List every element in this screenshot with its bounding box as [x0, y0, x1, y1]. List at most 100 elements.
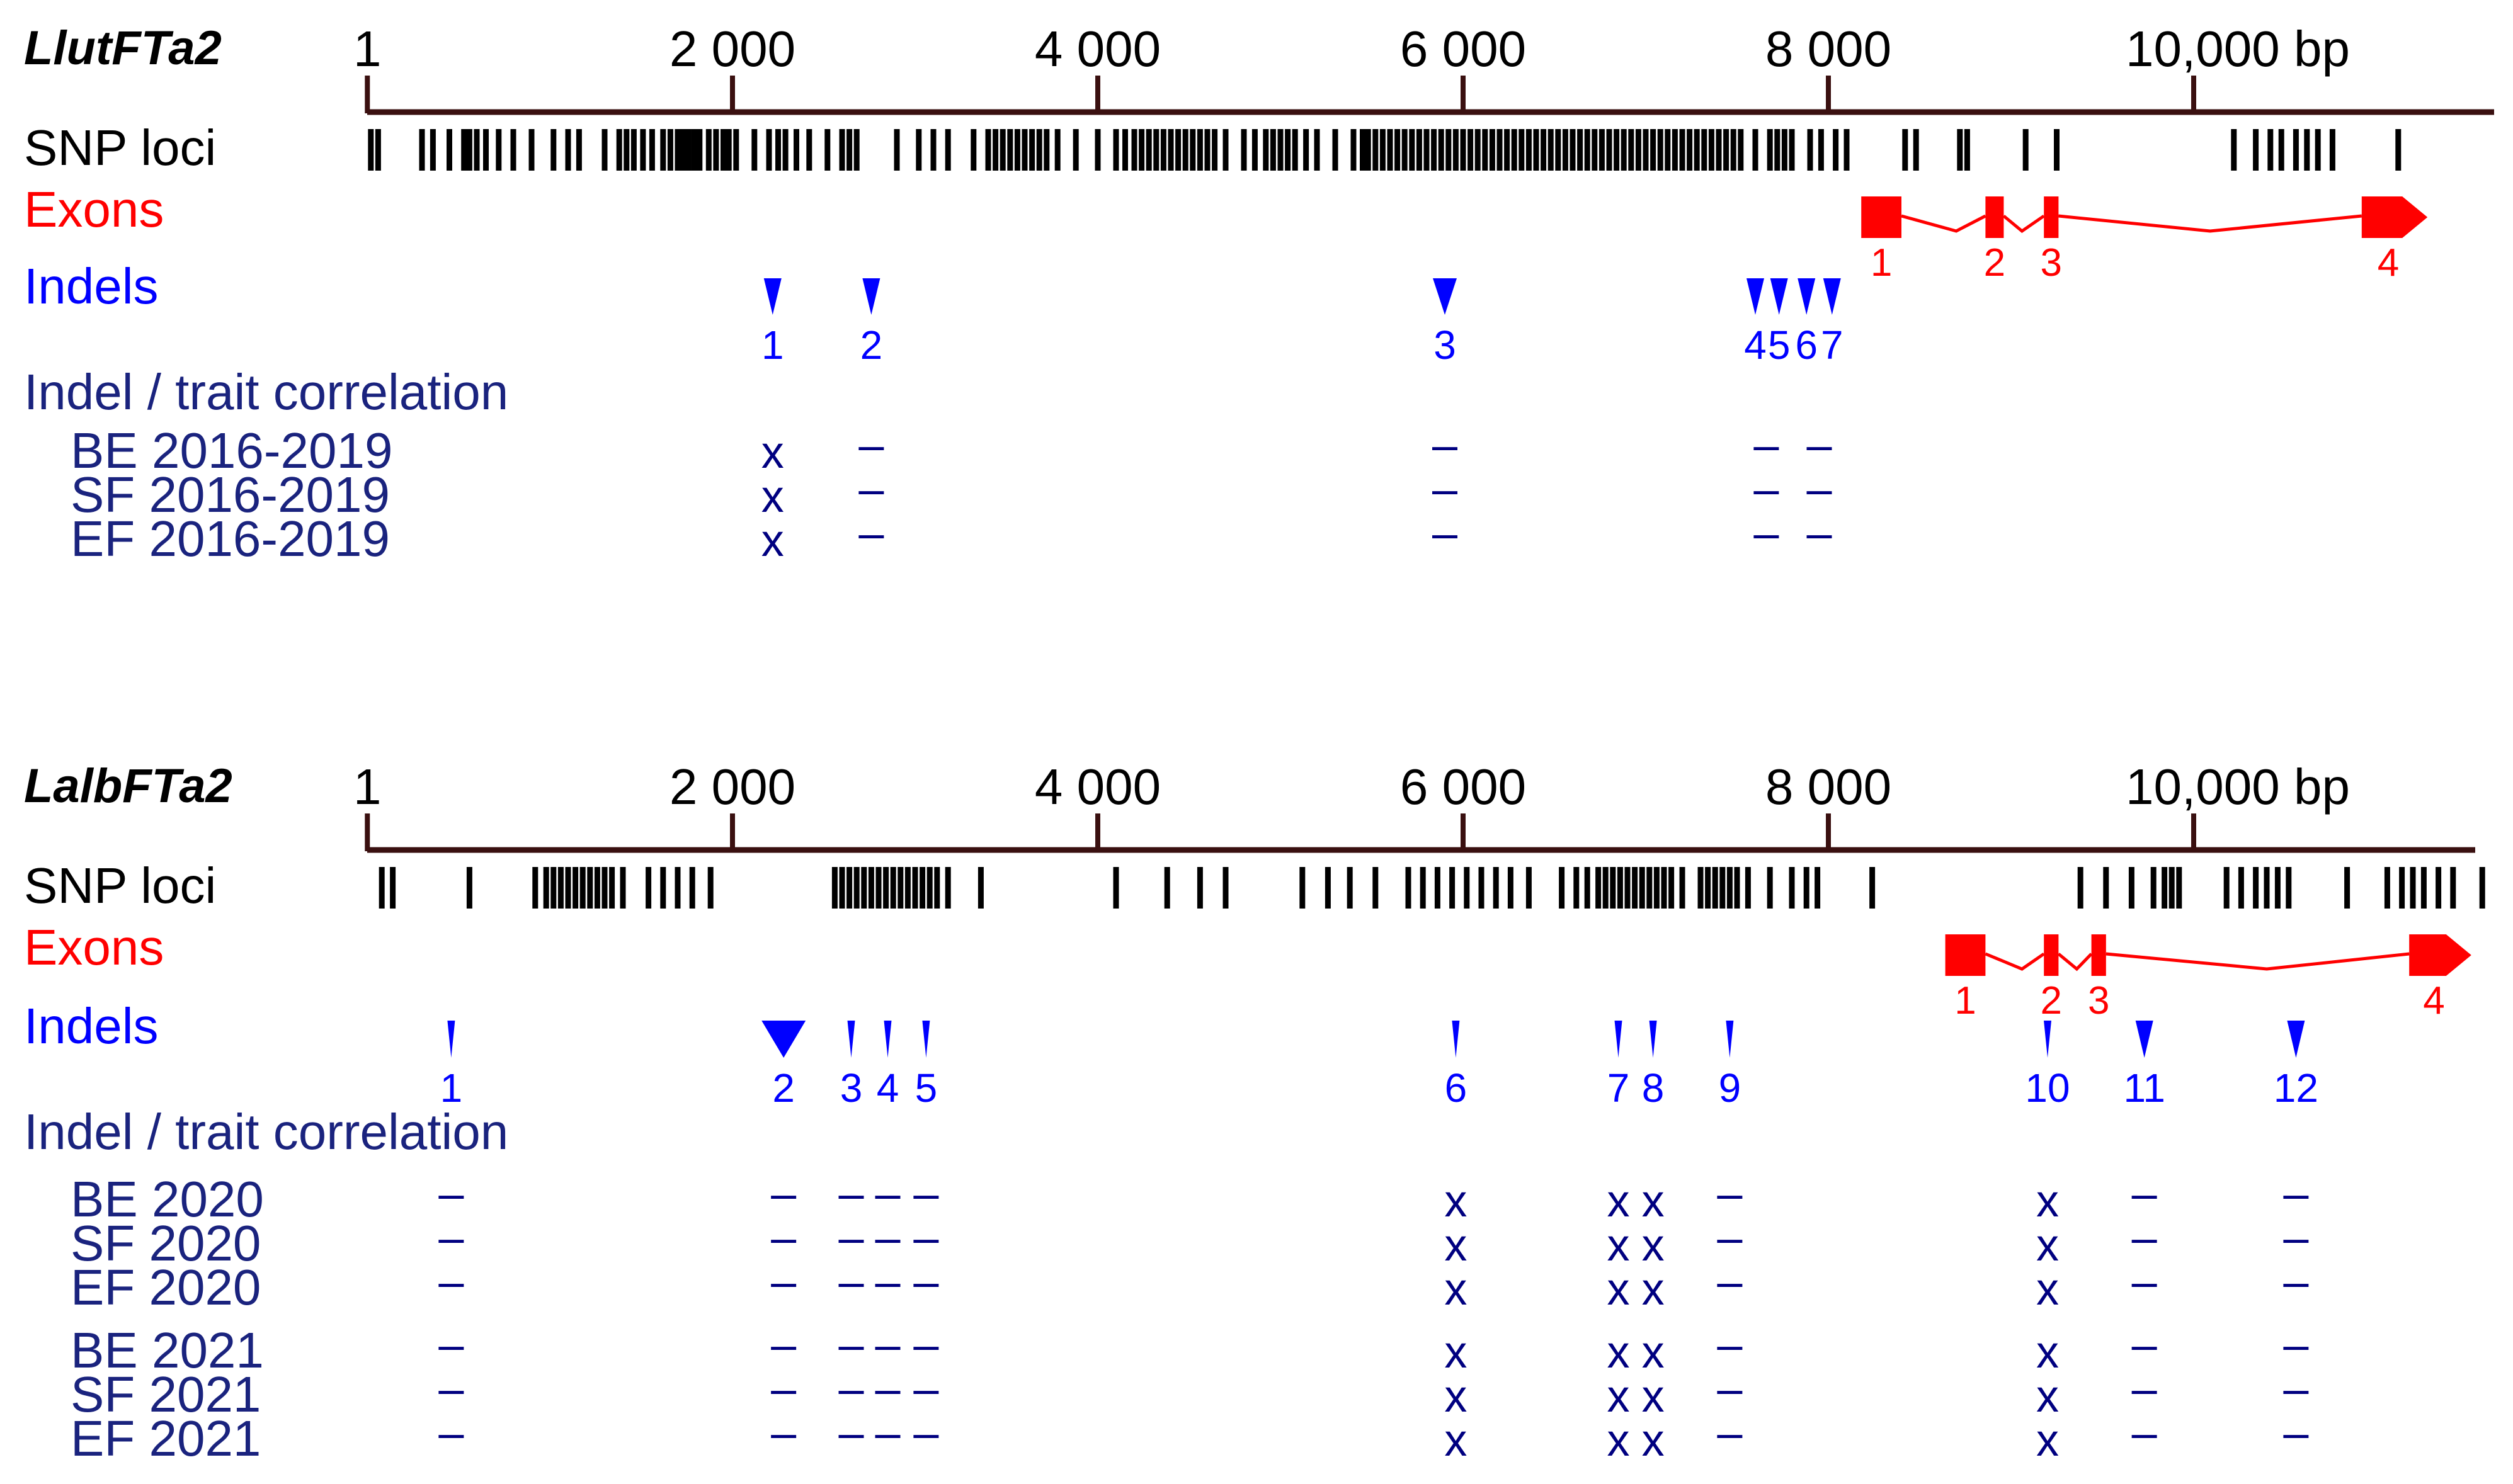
snp-locus-mark — [846, 129, 853, 171]
gene-name: LalbFTa2 — [24, 759, 232, 813]
snp-locus-mark — [1525, 867, 1532, 909]
snp-locus-mark — [846, 867, 853, 909]
panel-lalbfta2: LalbFTa2 1 2 000 4 000 6 000 8 000 10,000 bp SN… — [24, 759, 2485, 1466]
snp-locus-mark — [1668, 867, 1675, 909]
snp-locus-mark — [680, 129, 687, 171]
snp-locus-mark — [543, 867, 549, 909]
snp-locus-mark — [691, 129, 697, 171]
correlation-dash-mark: – — [913, 1408, 939, 1458]
exon-block — [2091, 934, 2106, 976]
snp-locus-mark — [379, 867, 385, 909]
snp-locus-mark — [1438, 129, 1444, 171]
snp-locus-mark — [474, 129, 480, 171]
scale-tick-label: 2 000 — [670, 759, 795, 815]
indel-number: 4 — [877, 1065, 899, 1111]
scale-tick-label: 6 000 — [1400, 759, 1526, 815]
snp-locus-mark — [1547, 129, 1554, 171]
snp-locus-mark — [1372, 129, 1379, 171]
snp-locus-mark — [930, 129, 937, 171]
snp-locus-mark — [1054, 129, 1061, 171]
indel-number: 5 — [1768, 322, 1791, 368]
snp-locus-mark — [721, 129, 726, 171]
correlation-x-mark: x — [1607, 1371, 1630, 1422]
indel-marker — [1726, 1021, 1734, 1058]
snp-locus-mark — [1113, 129, 1119, 171]
correlation-dash-mark: – — [1717, 1169, 1743, 1219]
exon-number: 1 — [1871, 241, 1892, 285]
snp-locus-mark — [2479, 867, 2485, 909]
snp-locus-mark — [2168, 867, 2175, 909]
snp-locus-mark — [1122, 129, 1128, 171]
snp-locus-mark — [1606, 129, 1612, 171]
snp-locus-mark — [920, 867, 926, 909]
snp-locus-mark — [1584, 867, 1590, 909]
snp-locus-mark — [1182, 129, 1188, 171]
snp-locus-mark — [461, 129, 467, 171]
scale-tick-label: 4 000 — [1035, 21, 1161, 77]
snp-locus-mark — [430, 129, 436, 171]
snp-locus-mark — [1022, 129, 1028, 171]
correlation-dash-mark: – — [1432, 508, 1458, 558]
snp-locus-mark — [1957, 129, 1963, 171]
snp-locus-mark — [1694, 129, 1700, 171]
snp-locus-mark — [1701, 129, 1707, 171]
correlation-row-label: SF 2021 — [71, 1366, 261, 1422]
snp-locus-mark — [594, 867, 600, 909]
snp-locus-mark — [1507, 867, 1513, 909]
scale-tick-label: 1 — [353, 759, 382, 815]
indels-label: Indels — [24, 258, 158, 314]
snp-locus-mark — [1562, 129, 1568, 171]
snp-loci-label: SNP loci — [24, 120, 216, 176]
correlation-row-label: EF 2020 — [71, 1259, 261, 1315]
correlation-x-mark: x — [1607, 1176, 1630, 1226]
correlation-dash-mark: – — [913, 1257, 939, 1307]
exon-block — [2044, 196, 2059, 238]
snp-locus-mark — [926, 867, 933, 909]
snp-locus-mark — [466, 867, 472, 909]
snp-locus-mark — [904, 867, 911, 909]
snp-locus-mark — [646, 867, 652, 909]
snp-locus-mark — [861, 867, 867, 909]
indel-marker — [1798, 278, 1816, 315]
snp-locus-mark — [934, 867, 940, 909]
snp-locus-mark — [1222, 867, 1229, 909]
snp-locus-mark — [2304, 129, 2310, 171]
correlation-dash-mark: – — [771, 1213, 797, 1263]
snp-locus-mark — [1511, 129, 1517, 171]
exon-block — [1985, 196, 2004, 238]
snp-locus-mark — [1431, 129, 1437, 171]
snp-locus-mark — [1405, 867, 1411, 909]
snp-locus-mark — [853, 129, 860, 171]
snp-locus-mark — [1723, 129, 1729, 171]
snp-locus-mark — [1697, 867, 1704, 909]
snp-locus-mark — [1730, 129, 1736, 171]
snp-locus-mark — [2162, 867, 2168, 909]
correlation-dash-mark: – — [875, 1257, 901, 1307]
snp-locus-mark — [1708, 129, 1714, 171]
snp-locus-mark — [1029, 129, 1035, 171]
snp-locus-mark — [419, 129, 425, 171]
snp-locus-mark — [1843, 129, 1850, 171]
correlation-dash-mark: – — [2283, 1364, 2309, 1414]
snp-locus-mark — [1752, 129, 1758, 171]
snp-locus-mark — [1464, 867, 1470, 909]
snp-locus-mark — [601, 129, 608, 171]
snp-locus-mark — [1781, 129, 1787, 171]
snp-locus-mark — [1365, 129, 1371, 171]
correlation-dash-mark: – — [838, 1169, 864, 1219]
snp-locus-mark — [1584, 129, 1590, 171]
snp-locus-mark — [1493, 867, 1499, 909]
correlation-dash-mark: – — [1717, 1408, 1743, 1458]
snp-locus-mark — [1036, 129, 1042, 171]
indel-marker — [2044, 1021, 2051, 1058]
snp-locus-mark — [1146, 129, 1152, 171]
indel-number: 6 — [1445, 1065, 1467, 1111]
snp-locus-mark — [2128, 867, 2134, 909]
correlation-dash-mark: – — [438, 1320, 464, 1370]
snp-locus-mark — [1774, 129, 1781, 171]
snp-locus-mark — [1460, 129, 1466, 171]
correlation-x-mark: x — [1607, 1264, 1630, 1315]
indel-number: 12 — [2274, 1065, 2318, 1111]
snp-locus-mark — [616, 129, 622, 171]
indel-marker — [884, 1021, 892, 1058]
